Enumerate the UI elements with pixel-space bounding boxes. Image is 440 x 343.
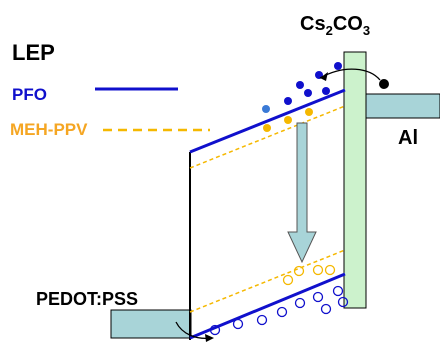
- cs2co3-layer: [343, 51, 367, 309]
- hole: [293, 265, 305, 277]
- hole: [282, 274, 294, 286]
- hole: [312, 291, 324, 303]
- electron: [284, 116, 292, 124]
- electron: [262, 105, 270, 113]
- hole: [256, 314, 268, 326]
- meh-ppv-hole-group: [282, 264, 336, 286]
- hole-group: [209, 285, 349, 336]
- curved-arrow-icon: [175, 321, 214, 342]
- hole: [337, 296, 349, 308]
- pfo-label: PFO: [12, 85, 47, 104]
- hole: [320, 303, 332, 315]
- lep-label: LEP: [12, 40, 55, 65]
- electron: [334, 62, 342, 70]
- meh-ppv-homo-line: [189, 249, 346, 313]
- injected-electron: [379, 79, 389, 89]
- hole: [324, 264, 336, 276]
- hole: [312, 264, 324, 276]
- electron: [322, 87, 330, 95]
- electron: [263, 124, 271, 132]
- hole: [232, 318, 244, 330]
- hole: [332, 285, 344, 297]
- electron: [305, 108, 313, 116]
- pfo-homo-line: [189, 272, 346, 340]
- hole: [209, 324, 221, 336]
- down-arrow-icon: [287, 122, 317, 264]
- hole: [294, 297, 306, 309]
- al-electrode: [365, 93, 440, 119]
- cs2co3-label: Cs2CO3: [300, 13, 370, 38]
- electron: [284, 97, 292, 105]
- pfo-lumo-line: [189, 88, 346, 154]
- meh-ppv-electron-group: [263, 108, 313, 132]
- curved-arrow-icon: [319, 68, 381, 81]
- meh-ppv-lumo-line: [189, 105, 346, 169]
- meh-ppv-label: MEH-PPV: [10, 120, 88, 139]
- pedot-pss-label: PEDOT:PSS: [36, 289, 138, 309]
- electron: [304, 89, 312, 97]
- electron: [296, 81, 304, 89]
- electron-group: [262, 62, 342, 113]
- hole: [276, 306, 288, 318]
- al-label: Al: [398, 127, 418, 149]
- pedot-pss-electrode: [110, 309, 192, 339]
